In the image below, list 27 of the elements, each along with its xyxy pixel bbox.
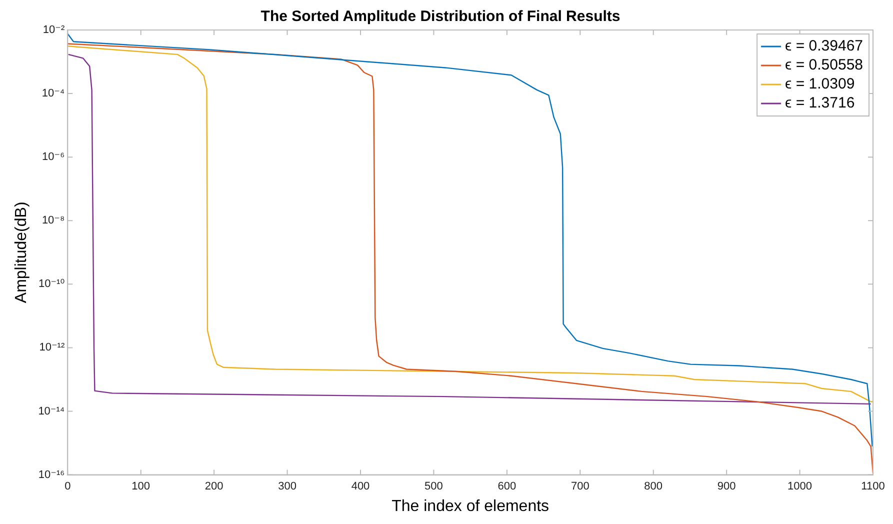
x-tick-label: 500	[424, 480, 443, 492]
y-tick-label: 10⁻²	[42, 24, 65, 36]
chart-title: The Sorted Amplitude Distribution of Final Results	[260, 8, 620, 26]
y-tick-label: 10⁻⁶	[42, 151, 65, 164]
x-tick-label: 1100	[861, 480, 885, 492]
y-tick-label: 10⁻¹²	[39, 342, 65, 354]
y-axis-title: Amplitude(dB)	[13, 202, 30, 304]
legend-label: ϵ = 1.3716	[785, 94, 855, 112]
x-tick-label: 400	[351, 480, 370, 492]
x-tick-label: 800	[644, 480, 663, 492]
x-axis-title: The index of elements	[392, 498, 550, 515]
y-tick-label: 10⁻⁸	[42, 214, 65, 227]
legend-label: ϵ = 0.50558	[785, 56, 864, 74]
x-tick-label: 200	[204, 480, 224, 492]
x-tick-label: 900	[717, 480, 736, 492]
x-tick-label: 100	[132, 480, 150, 492]
x-tick-label: 700	[570, 480, 590, 492]
y-tick-label: 10⁻¹⁶	[38, 468, 65, 481]
x-tick-label: 600	[498, 480, 516, 492]
x-tick-label: 300	[278, 480, 296, 492]
x-tick-label: 1000	[788, 480, 812, 492]
y-tick-label: 10⁻¹⁴	[38, 405, 65, 418]
x-tick-label: 0	[64, 480, 71, 492]
legend-label: ϵ = 0.39467	[785, 38, 864, 55]
legend-label: ϵ = 1.0309	[785, 76, 855, 93]
y-tick-label: 10⁻⁴	[42, 88, 65, 100]
y-tick-label: 10⁻¹⁰	[38, 278, 66, 290]
